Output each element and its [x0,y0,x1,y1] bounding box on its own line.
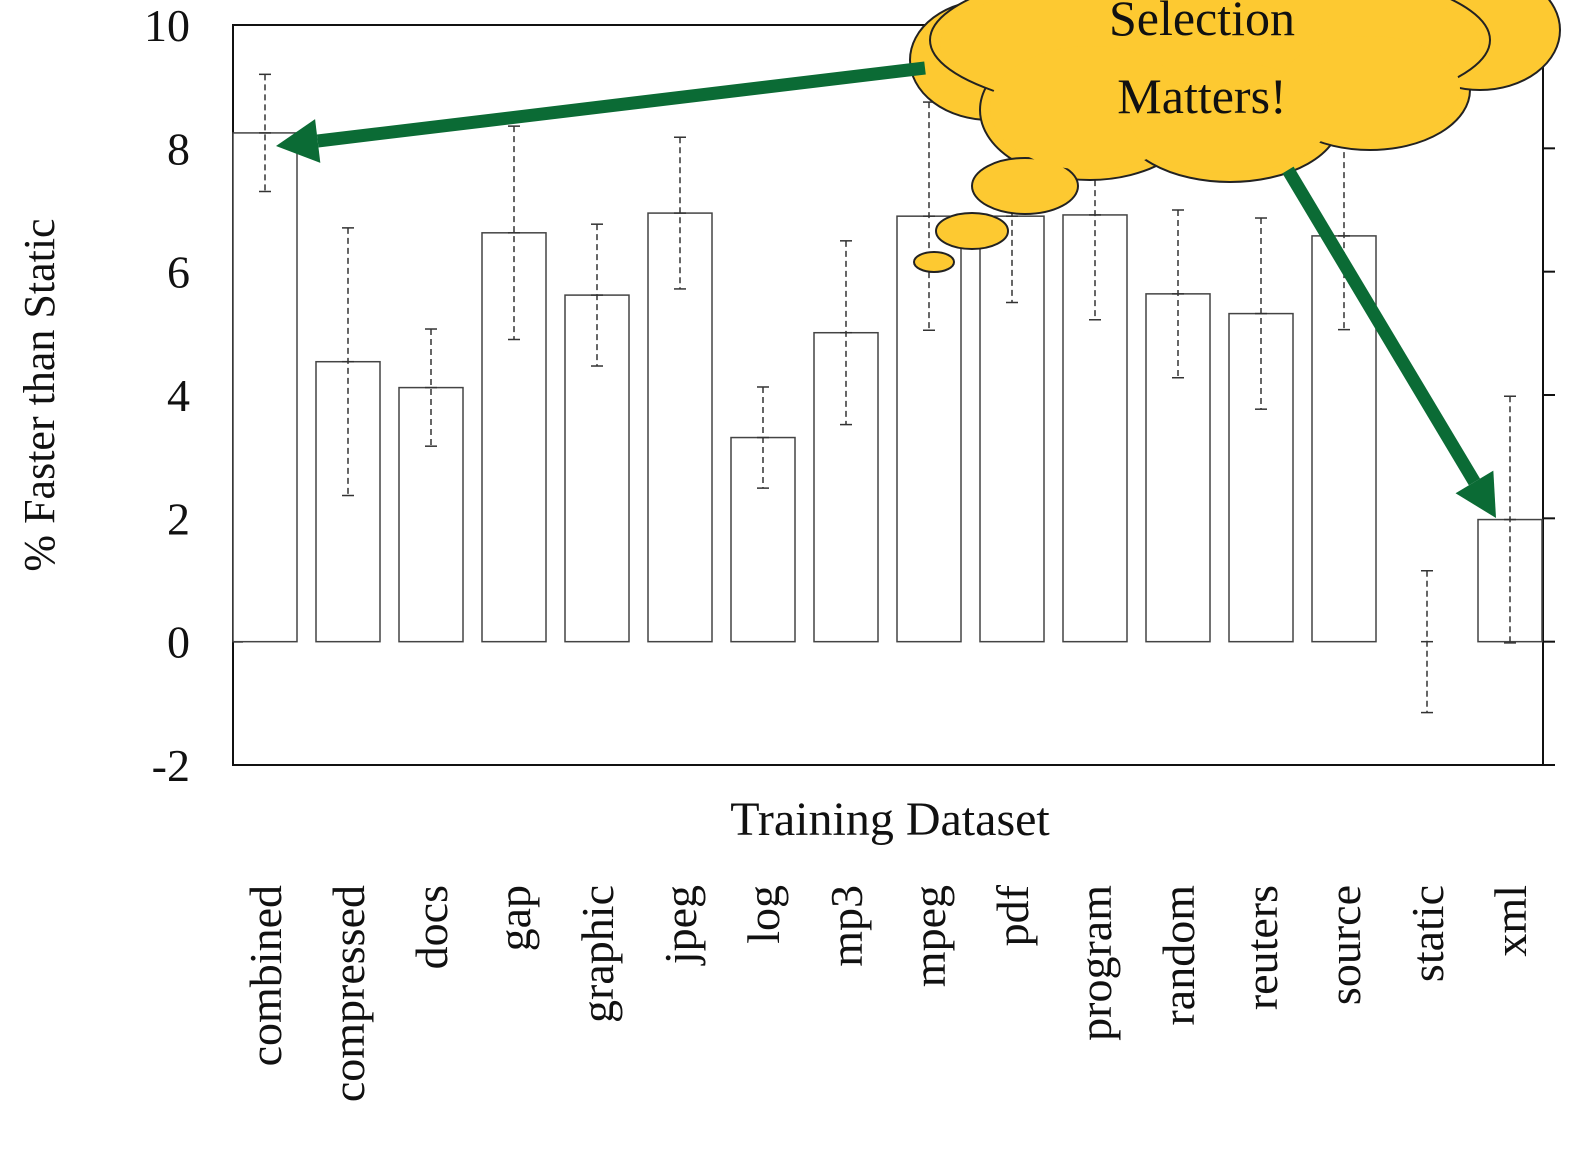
x-tick-label: source [1319,885,1370,1005]
x-tick-label: docs [406,885,457,969]
error-bar [840,240,852,426]
annotation-line: Matters! [1117,68,1286,124]
error-bar [757,386,769,489]
error-bar [923,101,935,331]
error-bar [259,73,271,193]
y-tick-label: 8 [167,123,190,174]
x-tick-label: pdf [987,884,1038,946]
x-tick-label: program [1070,885,1121,1041]
arrow-shaft [1282,166,1481,486]
x-tick-label: log [738,885,789,944]
x-tick-label: graphic [572,885,623,1023]
annotation-callout: Selection Matters! [276,0,1561,518]
arrow-head [1455,470,1496,518]
x-axis-label: Training Dataset [730,793,1050,846]
bar [1062,214,1128,643]
bar [232,132,298,643]
bar [813,331,879,643]
x-tick-label: mp3 [821,885,872,967]
error-bar [342,227,354,497]
bar [398,386,464,643]
bar [481,232,547,643]
x-tick-label: static [1402,885,1453,982]
y-tick-label: 0 [167,617,190,668]
error-bar [425,328,437,447]
arrow-head [276,119,321,163]
bar [564,294,630,643]
error-bar [1421,570,1433,714]
x-tick-label: mpeg [904,885,955,987]
x-tick-label: compressed [323,885,374,1102]
x-tick-label: jpeg [655,885,706,966]
y-axis-label: % Faster than Static [15,218,64,571]
bar [896,215,962,643]
y-tick-label: -2 [152,740,190,791]
bar [1145,293,1211,643]
arrow-shaft [316,61,926,148]
y-tick-label: 6 [167,247,190,298]
error-bar [508,125,520,341]
error-bar [1255,217,1267,410]
error-bar [591,223,603,367]
y-tick-label: 10 [144,0,190,51]
y-tick-label: 4 [167,370,190,421]
x-tick-label: gap [489,885,540,951]
x-tick-label: reuters [1236,885,1287,1010]
bar [979,215,1045,643]
error-bar [1504,395,1516,644]
plot-area: -2 0 2 4 6 8 10 combined compressed docs gap graphi… [144,0,1555,1102]
y-tick-label: 2 [167,493,190,544]
error-bar [674,136,686,290]
error-bar [1172,209,1184,379]
x-tick-label: random [1153,885,1204,1026]
x-tick-label: combined [240,885,291,1066]
x-tick-label: xml [1485,885,1536,957]
annotation-line: Selection [1109,0,1295,46]
